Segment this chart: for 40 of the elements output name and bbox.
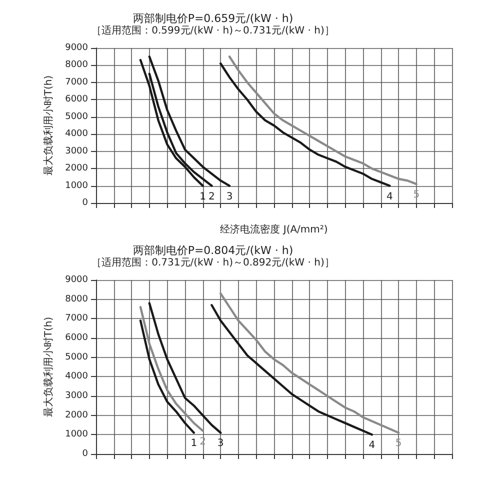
y-tick-label: 9000 <box>65 275 88 285</box>
y-tick-label: 1000 <box>65 180 88 191</box>
line-series <box>220 292 400 434</box>
y-tick-label: 8000 <box>65 294 88 304</box>
line-series <box>148 56 231 187</box>
line-series <box>220 62 391 187</box>
line-series <box>148 302 222 434</box>
y-tick-label: 9000 <box>65 43 88 53</box>
series-label: 3 <box>226 191 233 202</box>
y-tick-label: 5000 <box>65 352 88 362</box>
series-label: 4 <box>368 440 376 452</box>
y-tick-label: 2000 <box>65 410 88 420</box>
x-axis-title: 经济电流密度 J(A/mm²) <box>220 224 328 236</box>
line-series <box>210 304 373 436</box>
y-tick-label: 6000 <box>65 333 88 343</box>
y-tick-label: 8000 <box>65 60 88 70</box>
y-axis-title: 最大负载利用小时T(h) <box>42 75 54 176</box>
y-tick-label: 0 <box>82 198 88 208</box>
series-label: 4 <box>386 191 393 202</box>
y-axis-title: 最大负载利用小时T(h) <box>42 316 54 418</box>
series-label: 1 <box>190 438 198 450</box>
chart-subtitle: ［适用范围：0.599元/(kW · h)～0.731元/(kW · h)］ <box>92 24 334 36</box>
y-tick-label: 5000 <box>65 112 88 122</box>
y-tick-label: 3000 <box>65 391 88 401</box>
line-series <box>139 306 204 432</box>
y-tick-label: 2000 <box>65 164 88 174</box>
y-tick-label: 1000 <box>65 430 88 440</box>
chart-title: 两部制电价P=0.659元/(kW · h) <box>132 12 294 25</box>
y-tick-label: 7000 <box>65 77 88 88</box>
y-tick-label: 3000 <box>65 146 88 156</box>
y-tick-label: 7000 <box>65 314 88 324</box>
y-tick-label: 4000 <box>65 372 88 382</box>
line-series <box>139 320 195 434</box>
series-label: 2 <box>208 191 215 202</box>
chart-title: 两部制电价P=0.804元/(kW · h) <box>132 244 294 257</box>
chart-subtitle: ［适用范围：0.731元/(kW · h)～0.892元/(kW · h)］ <box>92 256 334 268</box>
y-tick-label: 6000 <box>65 94 88 105</box>
y-tick-label: 0 <box>82 449 88 459</box>
line-series <box>228 56 418 186</box>
y-tick-label: 4000 <box>65 129 88 140</box>
